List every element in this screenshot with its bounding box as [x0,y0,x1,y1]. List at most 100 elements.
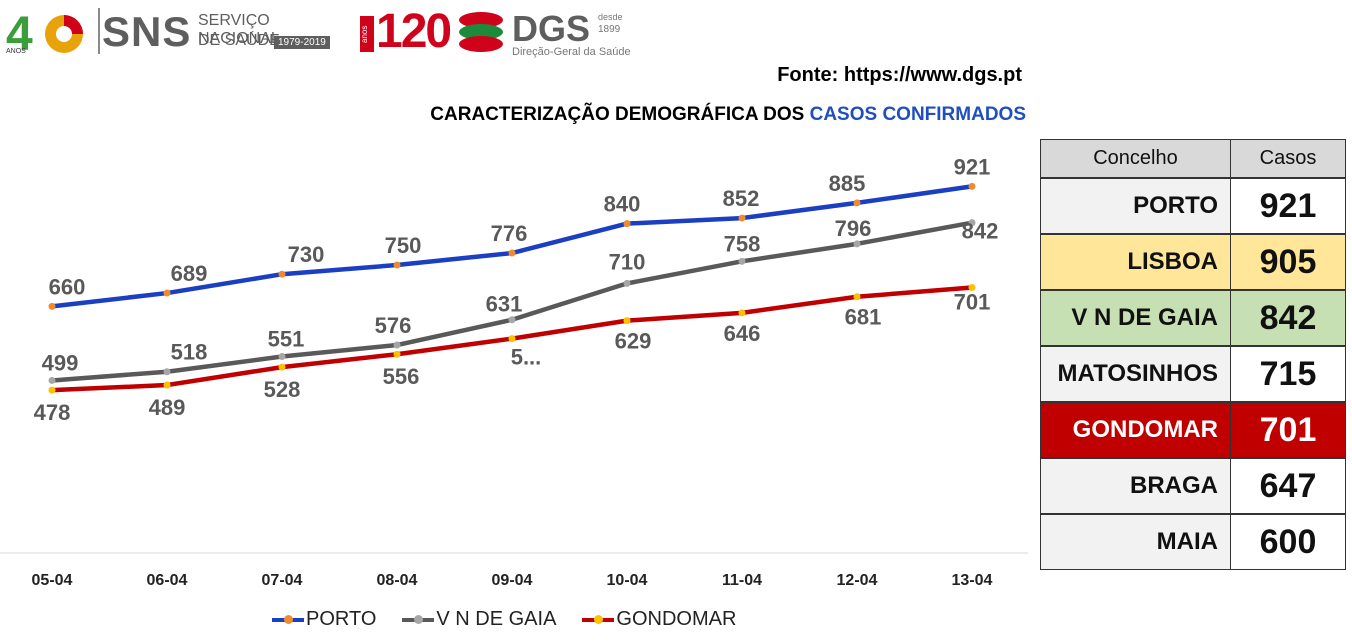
data-point [623,317,631,325]
concelho-cell: BRAGA [1041,459,1231,513]
data-point [968,284,976,292]
data-point [163,289,171,297]
sns-wordmark: SNS [102,8,192,55]
header-casos: Casos [1259,147,1317,169]
concelho-cell: PORTO [1041,179,1231,233]
forty-small-label: ANOS [6,48,26,55]
forty-digit-four: 4 [6,8,33,56]
data-point [48,386,56,394]
data-point [738,257,746,265]
table-row: MAIA 600 [1041,514,1345,569]
data-label: 701 [954,290,991,315]
data-point [623,279,631,287]
data-label: 885 [829,171,866,196]
data-label: 576 [375,313,412,338]
table-row: PORTO 921 [1041,178,1345,234]
dgs-wordmark: DGS [512,8,591,49]
legend-marker [284,614,293,624]
legend-item: PORTO [272,608,376,631]
cases-table: Concelho Casos PORTO 921 LISBOA 905 V N DE G… [1040,139,1346,570]
chart-legend: PORTO V N DE GAIA GONDOMAR [272,608,736,631]
data-label: 710 [609,249,646,274]
x-tick-label: 13-04 [952,572,993,589]
data-point [393,350,401,358]
casos-cell: 905 [1231,235,1345,289]
data-point [278,270,286,278]
data-point [393,261,401,269]
data-point [163,368,171,376]
forty-zero-hole [56,26,72,42]
data-label: 646 [724,321,761,346]
data-point [508,249,516,257]
x-tick-label: 09-04 [492,572,533,589]
data-point [393,341,401,349]
concelho-cell: MATOSINHOS [1041,347,1231,401]
dgs-year: 1899 [598,24,621,35]
anos-40-logo: 4 ANOS [4,6,92,61]
data-label: 556 [383,364,420,389]
data-point [968,219,976,227]
casos-cell: 842 [1231,291,1345,345]
chart-heading: CARACTERIZAÇÃO DEMOGRÁFICA DOS CASOS CON… [430,104,1026,126]
casos-cell: 647 [1231,459,1345,513]
header-concelho: Concelho [1041,140,1231,177]
data-label: 796 [835,216,872,241]
data-label: 629 [615,329,652,354]
anos-120-logo: anos 120 [360,5,456,58]
dgs-subtitle: Direção-Geral da Saúde [512,46,631,58]
data-point [738,309,746,317]
data-point [853,199,861,207]
table-header-row: Concelho Casos [1041,140,1345,178]
data-label: 681 [845,305,882,330]
casos-cell: 921 [1231,179,1345,233]
legend-marker [414,614,424,624]
sns-line1: SERVIÇO NACIONAL [198,12,280,47]
table-row: GONDOMAR 701 [1041,402,1345,458]
data-label: 776 [491,221,528,246]
legend-item: V N DE GAIA [402,608,556,631]
x-tick-label: 07-04 [262,572,303,589]
data-label: 478 [34,400,71,425]
legend-label: V N DE GAIA [436,608,557,630]
data-label: 758 [724,231,761,256]
legend-swatch [272,614,304,624]
anos-40-logo-graphic: 4 [6,8,83,61]
x-tick-label: 11-04 [722,572,762,589]
legend-label: GONDOMAR [616,608,737,630]
x-tick-label: 06-04 [147,572,188,589]
data-point [853,240,861,248]
x-tick-label: 08-04 [377,572,418,589]
data-label: 489 [149,395,186,420]
table-row: V N DE GAIA 842 [1041,290,1345,346]
data-label: 5... [511,345,542,370]
anos-label: anos [360,16,374,52]
casos-cell: 701 [1231,403,1345,457]
data-label: 852 [723,186,760,211]
heading-highlight: CASOS CONFIRMADOS [809,104,1026,125]
heading-prefix: CARACTERIZAÇÃO DEMOGRÁFICA DOS [430,104,810,125]
data-label: 730 [288,242,325,267]
legend-marker [594,614,604,624]
sns-divider [98,8,100,54]
data-point [278,353,286,361]
casos-cell: 715 [1231,347,1345,401]
data-point [968,182,976,190]
dgs-emblem-icon [459,12,503,52]
concelho-cell: MAIA [1041,515,1231,569]
data-label: 660 [49,274,86,299]
concelho-cell: V N DE GAIA [1041,291,1231,345]
concelho-cell: LISBOA [1041,235,1231,289]
data-label: 499 [42,350,79,375]
data-label: 631 [486,292,523,317]
casos-cell: 600 [1231,515,1345,569]
table-row: MATOSINHOS 715 [1041,346,1345,402]
table-row: LISBOA 905 [1041,234,1345,290]
legend-label: PORTO [306,608,377,630]
data-label: 842 [962,219,999,244]
x-tick-label: 12-04 [837,572,878,589]
data-label: 840 [604,192,641,217]
x-tick-label: 05-04 [32,572,73,589]
data-point [853,293,861,301]
sns-years: 1979-2019 [274,36,330,49]
data-point [48,302,56,310]
